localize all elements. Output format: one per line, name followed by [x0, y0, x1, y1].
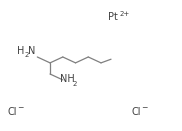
- Text: H: H: [17, 46, 25, 56]
- Text: 2+: 2+: [119, 11, 129, 17]
- Text: Pt: Pt: [108, 12, 118, 22]
- Text: 2: 2: [24, 52, 29, 58]
- Text: 2: 2: [72, 81, 77, 87]
- Text: Cl: Cl: [7, 107, 17, 117]
- Text: −: −: [17, 103, 24, 112]
- Text: −: −: [141, 103, 147, 112]
- Text: N: N: [28, 46, 35, 56]
- Text: Cl: Cl: [131, 107, 141, 117]
- Text: NH: NH: [60, 75, 75, 84]
